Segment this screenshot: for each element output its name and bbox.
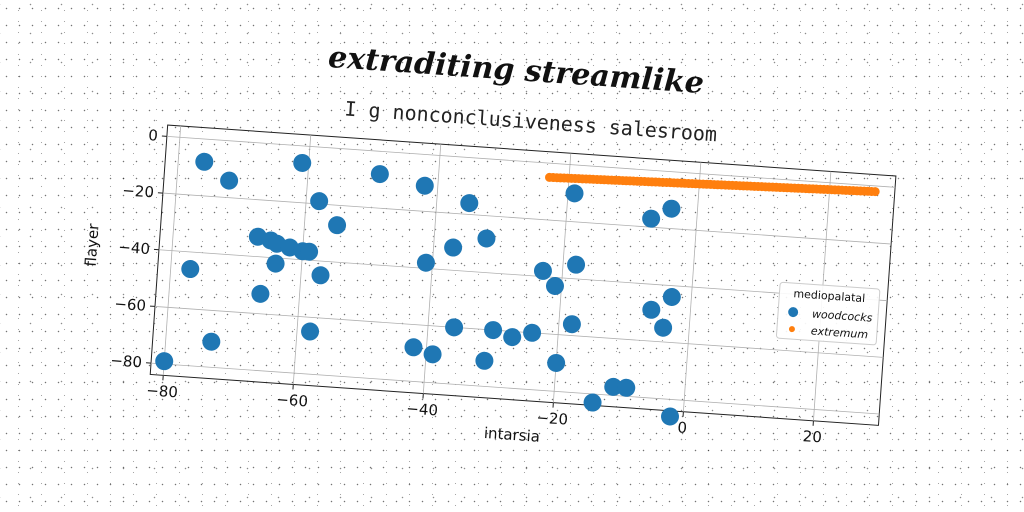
point-woodcocks — [311, 266, 330, 285]
point-woodcocks — [660, 407, 679, 426]
point-woodcocks — [565, 184, 584, 203]
data-points — [155, 152, 880, 426]
y-axis-label: flayer — [82, 222, 103, 267]
y-gridline — [162, 192, 892, 245]
point-woodcocks — [423, 345, 442, 364]
point-woodcocks — [220, 171, 239, 190]
point-woodcocks — [642, 300, 661, 319]
point-woodcocks — [662, 199, 681, 218]
legend-label-extremum: extremum — [810, 324, 868, 341]
point-woodcocks — [181, 260, 200, 279]
grid-lines — [150, 125, 896, 421]
legend-box — [775, 281, 881, 346]
point-woodcocks — [617, 378, 636, 397]
point-woodcocks — [202, 332, 221, 351]
point-woodcocks — [310, 192, 329, 211]
x-axis: −80 −60 −40 −20 0 20 — [146, 375, 822, 446]
legend-marker-extremum — [788, 326, 795, 333]
point-woodcocks — [370, 165, 389, 184]
point-woodcocks — [300, 242, 319, 261]
x-tick-label: 0 — [677, 418, 688, 437]
plot-area: I g nonconclusiveness salesroom −80 −60 −4… — [82, 96, 897, 446]
point-woodcocks — [567, 255, 586, 274]
point-woodcocks — [562, 315, 581, 334]
point-woodcocks — [195, 152, 214, 171]
x-tick-label: −80 — [146, 381, 179, 401]
y-gridline — [150, 362, 880, 415]
point-woodcocks — [460, 194, 479, 213]
legend-label-woodcocks: woodcocks — [812, 307, 873, 324]
point-woodcocks — [266, 254, 285, 273]
y-axis: 0 −20 −40 −60 −80 — [110, 126, 167, 371]
chart-subtitle: I g nonconclusiveness salesroom — [344, 96, 718, 146]
point-woodcocks — [301, 322, 320, 341]
legend-title: mediopalatal — [793, 287, 866, 305]
legend: mediopalatal woodcocks extremum — [775, 281, 881, 346]
point-woodcocks — [477, 229, 496, 248]
point-woodcocks — [523, 323, 542, 342]
point-woodcocks — [484, 321, 503, 340]
x-tick-label: −40 — [406, 399, 439, 419]
point-woodcocks — [642, 209, 661, 228]
point-woodcocks — [415, 176, 434, 195]
point-woodcocks — [404, 338, 423, 357]
point-extremum — [870, 187, 880, 197]
point-woodcocks — [445, 318, 464, 337]
legend-marker-woodcocks — [788, 307, 799, 318]
point-woodcocks — [547, 353, 566, 372]
y-gridline — [166, 135, 896, 188]
point-woodcocks — [533, 261, 552, 280]
point-woodcocks — [444, 238, 463, 257]
point-woodcocks — [293, 153, 312, 172]
y-tick-label: −60 — [114, 295, 147, 315]
point-woodcocks — [604, 377, 623, 396]
point-woodcocks — [416, 253, 435, 272]
x-tick-label: −60 — [276, 390, 309, 410]
point-woodcocks — [251, 284, 270, 303]
x-tick-label: −20 — [536, 409, 569, 429]
x-axis-label: intarsia — [483, 424, 540, 446]
y-tick-label: −80 — [110, 351, 143, 371]
point-woodcocks — [583, 393, 602, 412]
point-woodcocks — [503, 328, 522, 347]
point-woodcocks — [155, 352, 174, 371]
point-woodcocks — [662, 288, 681, 307]
point-woodcocks — [654, 318, 673, 337]
y-tick-label: −20 — [122, 181, 155, 201]
point-woodcocks — [545, 276, 564, 295]
y-tick-label: 0 — [148, 126, 159, 145]
chart-title: extraditing streamlike — [327, 40, 705, 101]
point-woodcocks — [475, 351, 494, 370]
y-tick-label: −40 — [118, 238, 151, 258]
point-woodcocks — [328, 216, 347, 235]
x-tick-label: 20 — [802, 427, 822, 446]
